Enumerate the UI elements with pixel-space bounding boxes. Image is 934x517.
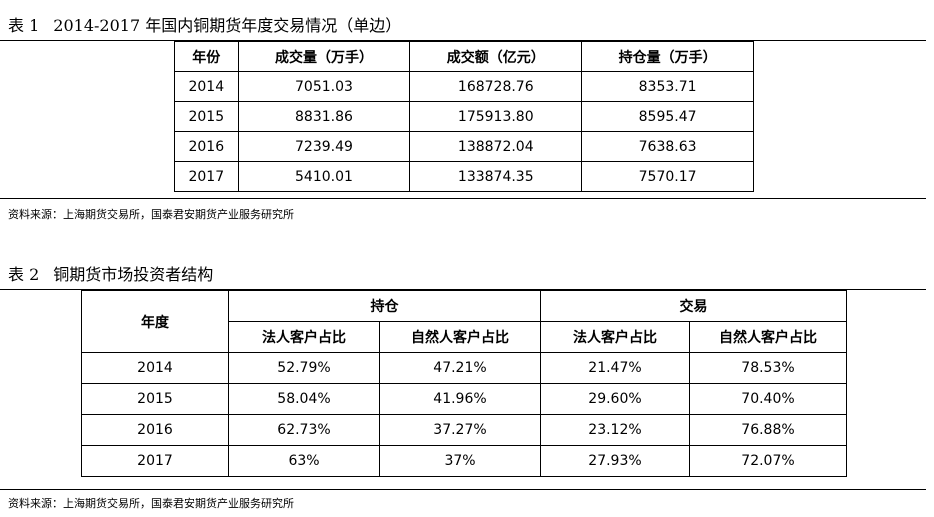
table2-cell: 27.93%: [540, 445, 690, 477]
table2-subheader: 法人客户占比: [228, 321, 380, 353]
table1-caption-number: 表 1: [8, 16, 40, 35]
table2-cell: 70.40%: [689, 383, 847, 415]
table2-cell: 2015: [81, 383, 229, 415]
table2-source: 资料来源：上海期货交易所，国泰君安期货产业服务研究所: [8, 497, 294, 510]
table2-subheader: 自然人客户占比: [689, 321, 847, 353]
table-row: 2015 58.04% 41.96% 29.60% 70.40%: [81, 383, 847, 415]
table1-bottom-rule: [0, 198, 926, 199]
table1-caption: 表 1 2014-2017 年国内铜期货年度交易情况（单边）: [8, 16, 401, 36]
table1-source: 资料来源：上海期货交易所，国泰君安期货产业服务研究所: [8, 208, 294, 221]
table1-cell: 175913.80: [409, 101, 583, 132]
table2-cell: 29.60%: [540, 383, 690, 415]
table2-subheader: 自然人客户占比: [379, 321, 541, 353]
table-row: 2017 5410.01 133874.35 7570.17: [174, 161, 754, 192]
table1-cell: 5410.01: [237, 161, 411, 192]
table1-cell: 7239.49: [237, 131, 411, 162]
table1: 年份 成交量（万手） 成交额（亿元） 持仓量（万手） 2014 7051.03 …: [174, 41, 754, 192]
table2-cell: 78.53%: [689, 352, 847, 384]
table1-cell: 138872.04: [409, 131, 583, 162]
table-row: 2014 52.79% 47.21% 21.47% 78.53%: [81, 352, 847, 384]
table2-header-holdings: 持仓: [228, 290, 541, 322]
table1-cell: 168728.76: [409, 71, 583, 102]
table1-top-rule: [0, 40, 926, 41]
table2: 年度 持仓 交易 法人客户占比 自然人客户占比 法人客户占比 自然人客户占比 2…: [81, 290, 847, 477]
table1-header-open-interest: 持仓量（万手）: [581, 41, 754, 72]
table2-header-trading: 交易: [540, 290, 847, 322]
table2-cell: 62.73%: [228, 414, 380, 446]
table2-cell: 21.47%: [540, 352, 690, 384]
table2-subheader: 法人客户占比: [540, 321, 690, 353]
table-row: 2016 62.73% 37.27% 23.12% 76.88%: [81, 414, 847, 446]
table1-header-row: 年份 成交量（万手） 成交额（亿元） 持仓量（万手）: [174, 41, 754, 72]
table-row: 2014 7051.03 168728.76 8353.71: [174, 71, 754, 102]
table2-cell: 41.96%: [379, 383, 541, 415]
table1-caption-text: 2014-2017 年国内铜期货年度交易情况（单边）: [53, 16, 402, 35]
table2-bottom-rule: [0, 489, 926, 490]
table2-cell: 23.12%: [540, 414, 690, 446]
table2-cell: 76.88%: [689, 414, 847, 446]
table2-header-year: 年度: [81, 290, 229, 353]
table-row: 2016 7239.49 138872.04 7638.63: [174, 131, 754, 162]
table1-header-turnover: 成交额（亿元）: [409, 41, 583, 72]
table2-cell: 2017: [81, 445, 229, 477]
table1-cell: 2014: [174, 71, 239, 102]
table2-cell: 58.04%: [228, 383, 380, 415]
table1-cell: 8595.47: [581, 101, 754, 132]
table2-cell: 2016: [81, 414, 229, 446]
table2-cell: 47.21%: [379, 352, 541, 384]
table1-cell: 8831.86: [237, 101, 411, 132]
table2-cell: 37.27%: [379, 414, 541, 446]
table2-top-rule: [0, 289, 926, 290]
table1-cell: 2017: [174, 161, 239, 192]
table1-cell: 7051.03: [237, 71, 411, 102]
table1-header-volume: 成交量（万手）: [237, 41, 411, 72]
table-row: 2017 63% 37% 27.93% 72.07%: [81, 445, 847, 477]
table1-cell: 2015: [174, 101, 239, 132]
table2-caption-text: 铜期货市场投资者结构: [53, 265, 214, 284]
table2-cell: 2014: [81, 352, 229, 384]
table1-cell: 2016: [174, 131, 239, 162]
table2-caption-number: 表 2: [8, 265, 40, 284]
table1-cell: 7638.63: [581, 131, 754, 162]
table2-cell: 63%: [228, 445, 380, 477]
table1-cell: 8353.71: [581, 71, 754, 102]
table1-cell: 7570.17: [581, 161, 754, 192]
table1-header-year: 年份: [174, 41, 239, 72]
table-row: 2015 8831.86 175913.80 8595.47: [174, 101, 754, 132]
table1-cell: 133874.35: [409, 161, 583, 192]
table2-cell: 37%: [379, 445, 541, 477]
table2-sub-header-row: 法人客户占比 自然人客户占比 法人客户占比 自然人客户占比: [82, 321, 847, 353]
table2-caption: 表 2 铜期货市场投资者结构: [8, 265, 213, 285]
table2-cell: 52.79%: [228, 352, 380, 384]
table2-cell: 72.07%: [689, 445, 847, 477]
table2-group-header-row: 年度 持仓 交易: [81, 290, 847, 353]
